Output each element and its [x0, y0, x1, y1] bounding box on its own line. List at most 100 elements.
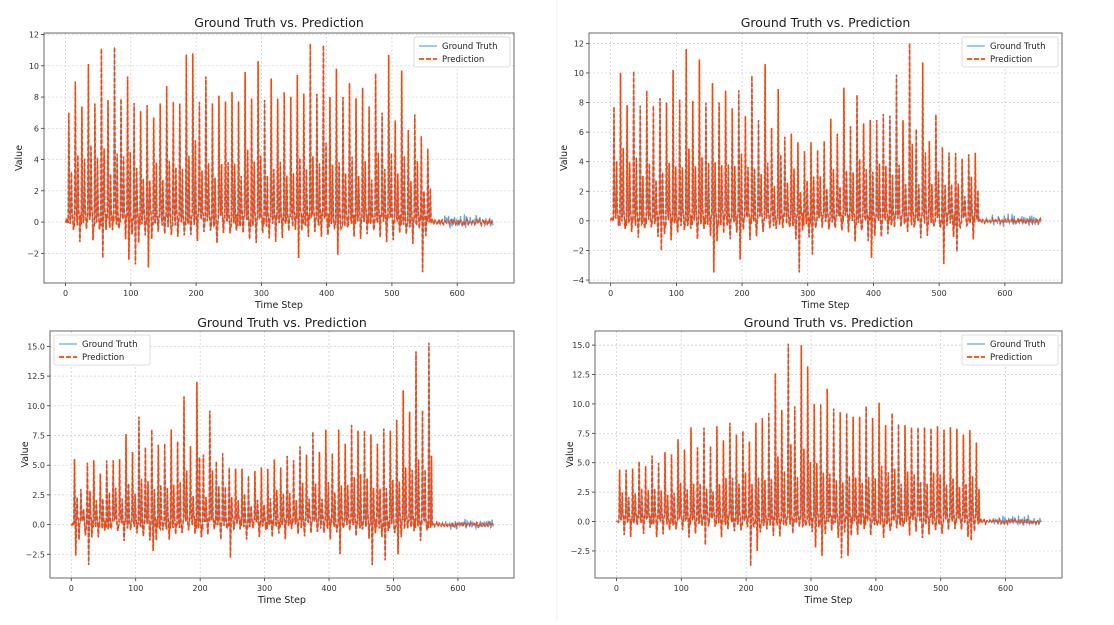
x-tick-label: 300	[803, 584, 818, 593]
x-tick-label: 300	[254, 289, 269, 298]
legend-prediction-label: Prediction	[82, 353, 124, 363]
x-tick-label: 500	[933, 584, 948, 593]
y-tick-label: 0	[579, 217, 584, 226]
chart-panel-2: 0 100 200 300 400 500 600 −4 −2 0 2 4 6 8 10 12 Ground T…	[559, 15, 1063, 311]
chart-title: Ground Truth vs. Prediction	[741, 15, 911, 30]
x-tick-label: 400	[321, 584, 336, 593]
x-axis-label: Time Step	[257, 595, 306, 606]
y-axis-label: Value	[559, 145, 570, 171]
x-tick-label: 400	[868, 584, 883, 593]
y-tick-label: −4	[572, 276, 584, 285]
plot-area	[595, 331, 1062, 578]
y-tick-label: 0.0	[577, 518, 590, 527]
axes-frame	[588, 32, 1063, 284]
legend-ground-truth-label: Ground Truth	[442, 42, 498, 52]
x-tick-label: 0	[614, 584, 619, 593]
y-axis-label: Value	[20, 441, 31, 467]
x-tick-label: 500	[932, 289, 947, 298]
y-tick-label: 12.5	[27, 372, 45, 381]
plot-area	[589, 33, 1062, 283]
legend: Ground Truth Prediction	[961, 36, 1059, 68]
y-tick-label: 10.0	[572, 400, 590, 409]
y-tick-label: 4	[579, 158, 584, 167]
legend-box	[961, 36, 1059, 68]
chart-title: Ground Truth vs. Prediction	[197, 315, 367, 330]
x-tick-label: 600	[450, 584, 465, 593]
legend-ground-truth-label: Ground Truth	[990, 42, 1046, 52]
plot-area	[44, 33, 514, 283]
y-tick-label: −2	[572, 246, 584, 255]
legend-prediction-label: Prediction	[990, 55, 1032, 65]
legend-prediction-label: Prediction	[990, 353, 1032, 363]
x-tick-label: 500	[384, 289, 399, 298]
y-tick-label: 6	[34, 124, 39, 133]
y-tick-label: 7.5	[32, 432, 45, 441]
y-tick-label: 7.5	[577, 429, 590, 438]
y-tick-label: 4	[34, 156, 39, 165]
y-tick-label: 8	[579, 99, 584, 108]
x-tick-label: 300	[800, 289, 815, 298]
x-tick-label: 400	[866, 289, 881, 298]
y-tick-label: 2.5	[32, 491, 45, 500]
x-tick-label: 0	[608, 289, 613, 298]
prediction-line	[609, 43, 1042, 273]
y-tick-label: 8	[34, 93, 39, 102]
chart-panel-1: 0 100 200 300 400 500 600 −2 0 2 4 6 8 10 12 Ground Tru…	[14, 15, 515, 311]
y-tick-label: 0	[34, 218, 39, 227]
legend-ground-truth-label: Ground Truth	[82, 340, 138, 350]
y-tick-label: 0.0	[32, 521, 45, 530]
y-tick-label: 2.5	[577, 488, 590, 497]
plot-area	[50, 331, 514, 578]
legend-prediction-label: Prediction	[442, 55, 484, 65]
y-axis-label: Value	[14, 145, 25, 171]
prediction-line	[70, 342, 494, 566]
x-tick-label: 500	[386, 584, 401, 593]
chart-title: Ground Truth vs. Prediction	[744, 315, 914, 330]
y-tick-label: 5.0	[577, 459, 590, 468]
y-tick-label: 15.0	[27, 342, 45, 351]
x-tick-label: 0	[69, 584, 74, 593]
x-tick-label: 100	[674, 584, 689, 593]
x-axis-label: Time Step	[801, 300, 850, 311]
chart-panel-3: 0 100 200 300 400 500 600 −2.5 0.0 2.5 5.0 7.5 10.0 1…	[20, 315, 515, 606]
y-tick-label: −2.5	[571, 547, 590, 556]
y-tick-label: 5.0	[32, 461, 45, 470]
chart-title: Ground Truth vs. Prediction	[194, 15, 364, 30]
x-tick-label: 200	[738, 584, 753, 593]
y-axis-label: Value	[565, 441, 576, 467]
legend-box	[961, 334, 1059, 366]
y-tick-label: 15.0	[572, 341, 590, 350]
x-axis-label: Time Step	[254, 300, 303, 311]
legend-box	[413, 36, 511, 68]
legend: Ground Truth Prediction	[413, 36, 511, 68]
y-tick-label: 2	[34, 187, 39, 196]
y-tick-label: −2	[27, 249, 39, 258]
x-tick-label: 200	[193, 584, 208, 593]
chart-panel-4: 0 100 200 300 400 500 600 −2.5 0.0 2.5 5.0 7.5 10.0 1…	[565, 315, 1063, 606]
y-tick-label: 10.0	[27, 402, 45, 411]
x-tick-label: 200	[734, 289, 749, 298]
x-tick-label: 100	[128, 584, 143, 593]
legend: Ground Truth Prediction	[53, 334, 151, 366]
legend-ground-truth-label: Ground Truth	[990, 340, 1046, 350]
y-tick-label: 2	[579, 187, 584, 196]
axes-frame	[49, 330, 515, 579]
x-tick-label: 100	[669, 289, 684, 298]
x-tick-label: 300	[257, 584, 272, 593]
y-tick-label: 6	[579, 128, 584, 137]
legend-box	[53, 334, 151, 366]
axes-frame	[594, 330, 1063, 579]
x-tick-label: 400	[319, 289, 334, 298]
y-tick-label: −2.5	[26, 550, 45, 559]
prediction-line	[616, 343, 1042, 567]
legend: Ground Truth Prediction	[961, 334, 1059, 366]
y-tick-label: 12.5	[572, 371, 590, 380]
x-tick-label: 600	[997, 289, 1012, 298]
y-tick-label: 12	[29, 31, 39, 40]
x-tick-label: 200	[188, 289, 203, 298]
prediction-line	[64, 43, 494, 273]
axes-frame	[43, 32, 515, 284]
y-tick-label: 10	[29, 62, 39, 71]
x-tick-label: 100	[123, 289, 138, 298]
